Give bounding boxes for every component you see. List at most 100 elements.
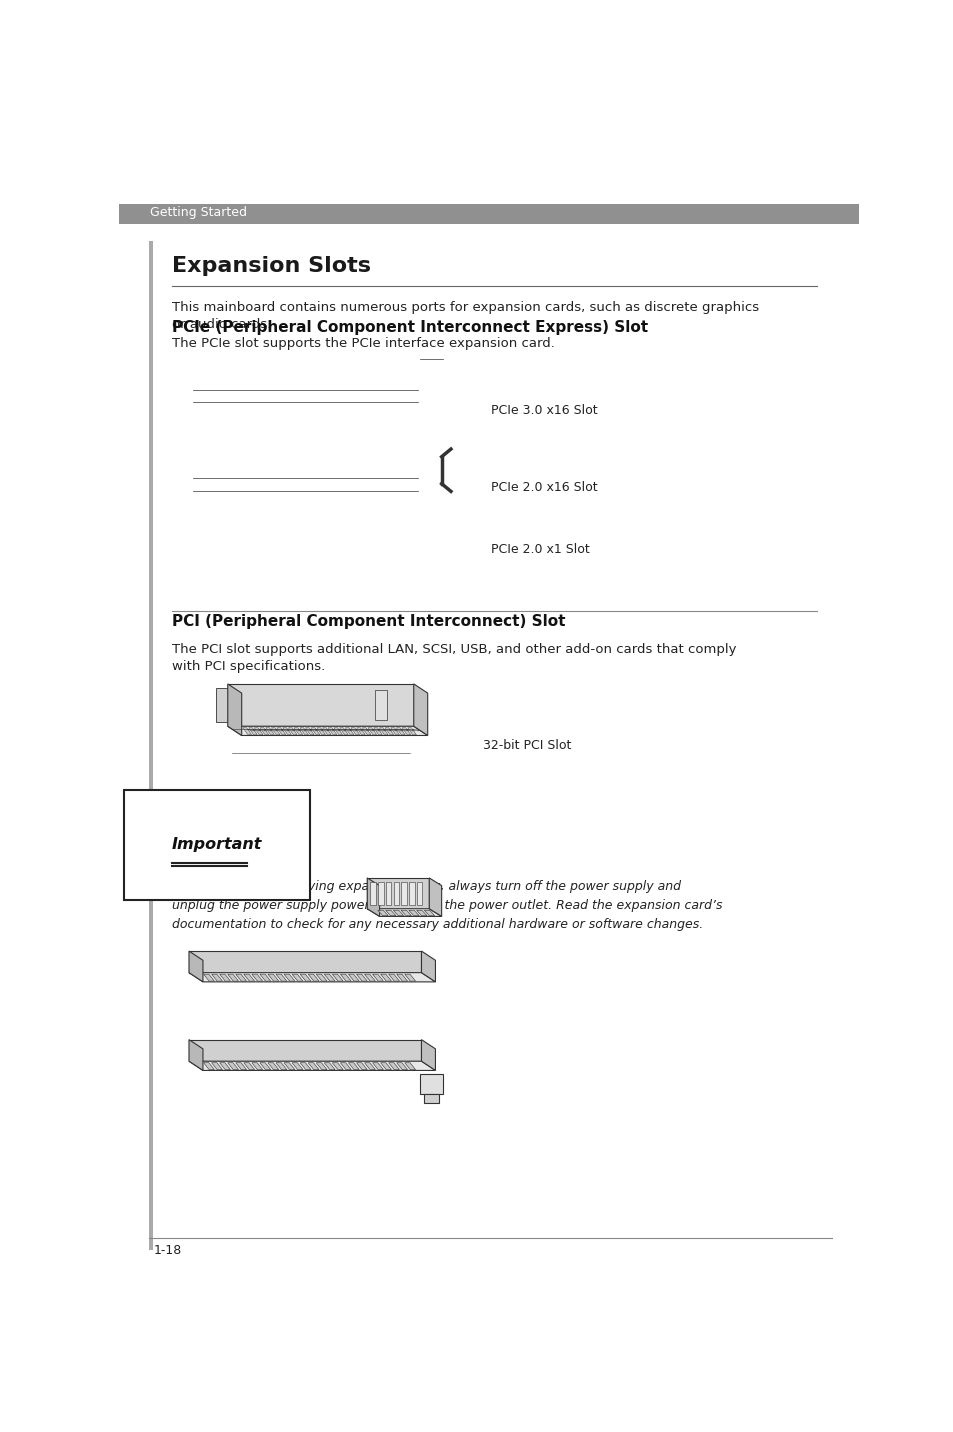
Text: The PCI slot supports additional LAN, SCSI, USB, and other add-on cards that com: The PCI slot supports additional LAN, SC…	[172, 643, 736, 673]
Polygon shape	[244, 974, 254, 981]
Polygon shape	[324, 1063, 335, 1070]
Polygon shape	[259, 974, 271, 981]
Polygon shape	[380, 1063, 391, 1070]
Text: When adding or removing expansion cards, always turn off the power supply and
un: When adding or removing expansion cards,…	[172, 881, 721, 931]
Polygon shape	[377, 729, 386, 730]
Polygon shape	[404, 1063, 416, 1070]
Polygon shape	[219, 1063, 231, 1070]
Polygon shape	[258, 729, 267, 730]
Polygon shape	[189, 1040, 203, 1071]
Polygon shape	[396, 974, 407, 981]
Polygon shape	[355, 729, 363, 730]
Polygon shape	[282, 727, 291, 735]
Polygon shape	[294, 727, 302, 735]
Polygon shape	[395, 729, 403, 730]
Polygon shape	[247, 729, 255, 730]
Polygon shape	[259, 1063, 271, 1070]
Polygon shape	[348, 974, 359, 981]
Polygon shape	[275, 729, 284, 730]
Polygon shape	[203, 974, 214, 981]
Polygon shape	[288, 727, 296, 735]
Polygon shape	[228, 726, 427, 736]
Polygon shape	[423, 1094, 439, 1103]
Polygon shape	[275, 974, 287, 981]
Polygon shape	[419, 1074, 443, 1094]
Polygon shape	[374, 727, 382, 735]
Polygon shape	[292, 974, 303, 981]
Polygon shape	[299, 727, 308, 735]
Polygon shape	[300, 1063, 311, 1070]
Polygon shape	[292, 729, 300, 730]
Polygon shape	[421, 1040, 435, 1071]
Polygon shape	[396, 1063, 407, 1070]
Polygon shape	[305, 727, 314, 735]
Text: PCIe 2.0 x1 Slot: PCIe 2.0 x1 Slot	[491, 543, 589, 556]
Polygon shape	[212, 974, 222, 981]
Polygon shape	[189, 951, 203, 982]
Polygon shape	[228, 1063, 238, 1070]
Polygon shape	[339, 727, 348, 735]
Polygon shape	[268, 1063, 278, 1070]
Polygon shape	[284, 974, 294, 981]
Text: This mainboard contains numerous ports for expansion cards, such as discrete gra: This mainboard contains numerous ports f…	[172, 301, 759, 331]
Polygon shape	[235, 974, 246, 981]
Polygon shape	[409, 911, 418, 915]
Polygon shape	[297, 729, 306, 730]
Polygon shape	[264, 729, 273, 730]
Polygon shape	[375, 690, 386, 720]
Polygon shape	[421, 951, 435, 982]
Polygon shape	[416, 911, 427, 915]
Polygon shape	[345, 727, 354, 735]
Polygon shape	[212, 1063, 222, 1070]
Polygon shape	[373, 974, 383, 981]
Polygon shape	[311, 727, 319, 735]
Polygon shape	[292, 1063, 303, 1070]
Polygon shape	[393, 911, 403, 915]
Polygon shape	[322, 727, 331, 735]
Text: 1-18: 1-18	[153, 1243, 181, 1257]
Text: PCIe (Peripheral Component Interconnect Express) Slot: PCIe (Peripheral Component Interconnect …	[172, 319, 647, 335]
Polygon shape	[367, 909, 441, 916]
Polygon shape	[332, 974, 343, 981]
Polygon shape	[332, 729, 340, 730]
FancyBboxPatch shape	[153, 241, 831, 1250]
Polygon shape	[309, 729, 317, 730]
Polygon shape	[189, 1040, 421, 1061]
Polygon shape	[189, 972, 435, 982]
Polygon shape	[409, 882, 415, 905]
Polygon shape	[385, 882, 391, 905]
Polygon shape	[400, 729, 409, 730]
Polygon shape	[391, 727, 399, 735]
Polygon shape	[367, 878, 429, 909]
Polygon shape	[401, 882, 406, 905]
Polygon shape	[254, 727, 263, 735]
Polygon shape	[308, 974, 318, 981]
Polygon shape	[373, 1063, 383, 1070]
Text: Important: Important	[172, 838, 262, 852]
Polygon shape	[356, 1063, 367, 1070]
Polygon shape	[356, 974, 367, 981]
Text: 32-bit PCI Slot: 32-bit PCI Slot	[483, 739, 571, 752]
Polygon shape	[308, 1063, 318, 1070]
Polygon shape	[367, 878, 379, 916]
Polygon shape	[275, 1063, 287, 1070]
Polygon shape	[424, 911, 435, 915]
Polygon shape	[377, 882, 383, 905]
Polygon shape	[362, 727, 371, 735]
Polygon shape	[340, 1063, 351, 1070]
Polygon shape	[252, 974, 262, 981]
Polygon shape	[416, 882, 422, 905]
Polygon shape	[412, 729, 420, 730]
Polygon shape	[383, 729, 392, 730]
Polygon shape	[203, 1063, 214, 1070]
Polygon shape	[351, 727, 359, 735]
Polygon shape	[326, 729, 335, 730]
Polygon shape	[343, 729, 352, 730]
Polygon shape	[228, 684, 414, 726]
Polygon shape	[300, 974, 311, 981]
Polygon shape	[235, 1063, 246, 1070]
Polygon shape	[320, 729, 329, 730]
Polygon shape	[379, 727, 388, 735]
Polygon shape	[364, 974, 375, 981]
Polygon shape	[219, 974, 231, 981]
